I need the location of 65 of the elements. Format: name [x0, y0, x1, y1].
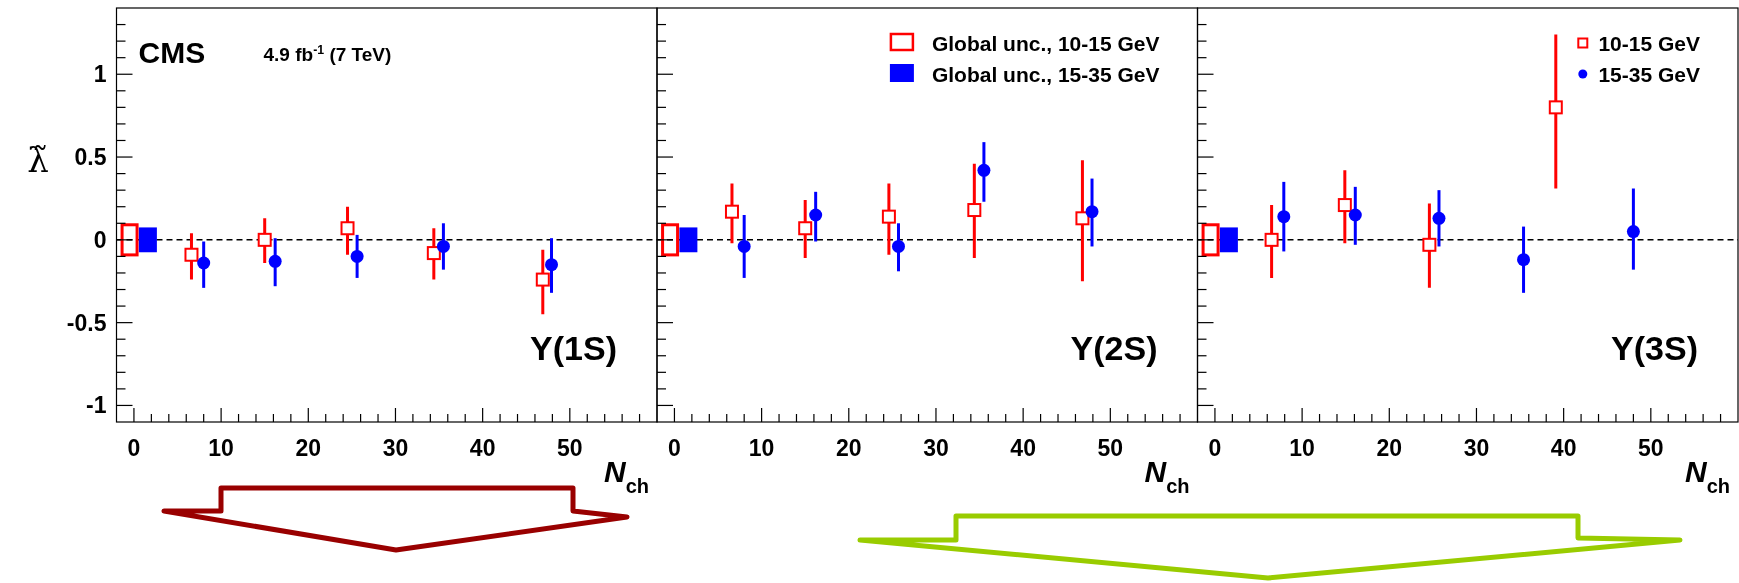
y-tick-label: 0 [93, 226, 107, 253]
y-tick-label: -0.5 [66, 309, 107, 336]
x-axis-title: N$_{ch}$ [1684, 455, 1730, 497]
annotation: Υ(2S) [1070, 329, 1158, 367]
point [724, 204, 739, 219]
x-tick-label: 50 [1097, 435, 1124, 461]
point [1517, 253, 1531, 267]
x-tick-label: 50 [1638, 435, 1664, 461]
point [1277, 210, 1291, 224]
point [340, 221, 355, 236]
y-tick-label: -1 [86, 392, 107, 419]
x-tick-label: 30 [1463, 435, 1490, 461]
point [798, 221, 813, 236]
point [350, 249, 364, 263]
point [545, 258, 559, 272]
point [1422, 237, 1437, 252]
point [1548, 100, 1563, 115]
x-tick-label: 20 [1376, 435, 1403, 461]
x-tick-label: 40 [469, 435, 496, 461]
x-tick-label: 10 [208, 435, 234, 461]
x-tick-label: 10 [1289, 435, 1315, 461]
x-axis-title: N$_{ch}$ [1144, 455, 1190, 497]
point [809, 208, 823, 222]
point [184, 247, 199, 262]
point [257, 232, 272, 247]
x-tick-label: 30 [382, 435, 409, 461]
legend-label: Global unc., 15-35 GeV [931, 63, 1160, 86]
point [1432, 211, 1446, 225]
x-tick-label: 50 [557, 435, 583, 461]
x-tick-label: 20 [295, 435, 322, 461]
annotation: Υ(3S) [1611, 329, 1698, 367]
y-tick-label: 0.5 [74, 144, 107, 171]
legend-label: 10-15 GeV [1598, 32, 1700, 55]
point [1085, 205, 1099, 219]
x-tick-label: 40 [1550, 435, 1577, 461]
point [737, 239, 751, 253]
point [1348, 208, 1362, 222]
annotation: 4.9 fb$^{-1}$ (7 TeV) [263, 43, 392, 65]
point [1626, 225, 1640, 239]
x-axis-title: N$_{ch}$ [603, 455, 649, 497]
point [881, 209, 896, 224]
point [436, 239, 450, 253]
point [1337, 198, 1352, 213]
x-tick-label: 0 [127, 435, 141, 461]
x-tick-label: 0 [668, 435, 681, 461]
x-tick-label: 20 [835, 435, 862, 461]
point [977, 163, 991, 177]
x-tick-label: 40 [1010, 435, 1036, 461]
x-tick-label: 0 [1208, 435, 1222, 461]
point [426, 246, 441, 261]
legend-label: Global unc., 10-15 GeV [931, 32, 1160, 55]
y-tick-label: 1 [93, 61, 107, 88]
x-tick-label: 30 [923, 435, 949, 461]
y-axis-title: λ̃ [27, 140, 49, 181]
point [1075, 211, 1090, 226]
x-tick-label: 10 [748, 435, 775, 461]
annotation: CMS [138, 36, 206, 69]
annotation: Υ(1S) [530, 329, 617, 367]
point [967, 203, 982, 218]
point [535, 272, 550, 287]
point [268, 254, 282, 268]
point [1264, 232, 1279, 247]
legend-label: 15-35 GeV [1598, 63, 1700, 86]
point [891, 239, 905, 253]
point [197, 256, 211, 270]
